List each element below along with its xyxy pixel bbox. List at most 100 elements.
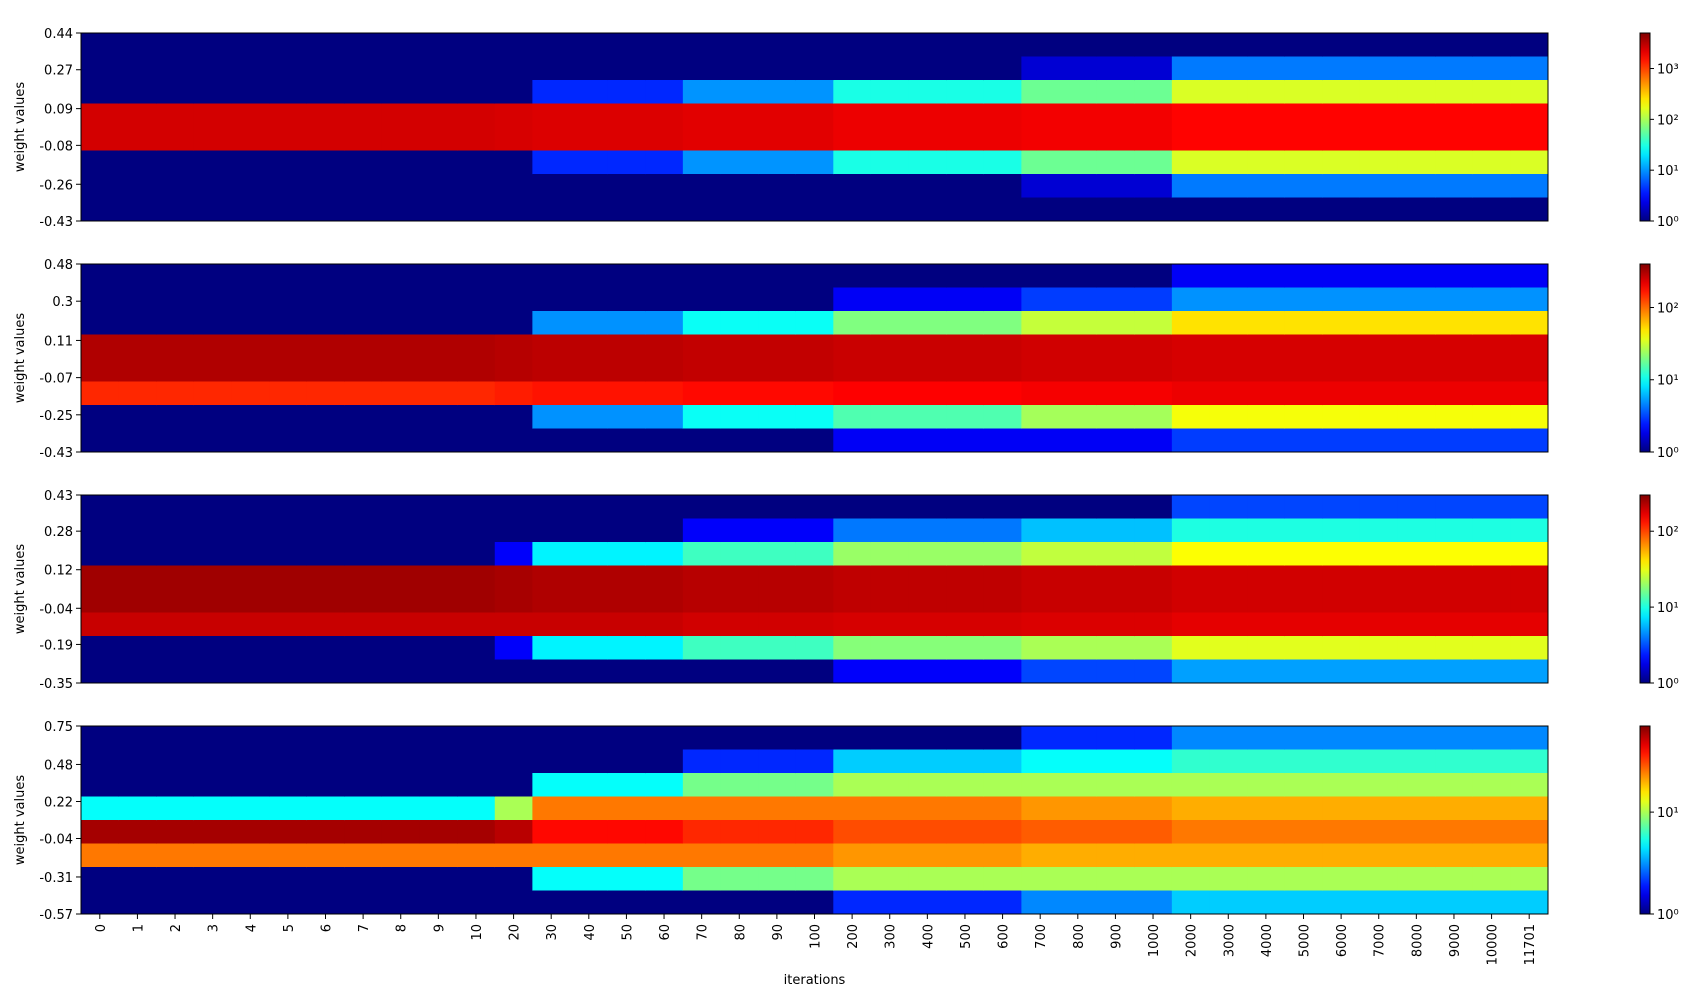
heat-cell — [908, 127, 947, 151]
y-tick-label: 0.75 — [44, 720, 73, 735]
heat-cell — [1059, 405, 1098, 429]
heat-cell — [118, 612, 157, 637]
heat-cell — [306, 749, 345, 774]
heat-cell — [1021, 890, 1060, 915]
y-tick-label: 0.48 — [44, 758, 73, 773]
heat-cell — [1435, 264, 1474, 288]
y-tick-label: -0.35 — [39, 677, 73, 692]
heat-cell — [269, 428, 308, 453]
heat-cell — [1359, 103, 1399, 128]
heat-cell — [1021, 773, 1060, 797]
heat-cell — [156, 127, 195, 151]
heat-cell — [306, 428, 345, 453]
heat-cell — [1059, 565, 1098, 590]
heat-cell — [1134, 890, 1173, 915]
heat-cell — [118, 495, 157, 519]
heat-cell — [457, 636, 496, 660]
heat-cell — [1247, 890, 1286, 915]
heat-cell — [1171, 867, 1210, 891]
heat-cell — [1397, 334, 1436, 359]
heat-cell — [269, 843, 308, 868]
heat-cell — [1059, 150, 1098, 175]
heat-cell — [983, 867, 1022, 891]
heat-cell — [1359, 428, 1399, 453]
heat-cell — [1322, 773, 1361, 797]
heat-cell — [532, 749, 571, 774]
heat-cell — [231, 749, 270, 774]
heat-cell — [156, 820, 195, 844]
heat-cell — [231, 726, 270, 750]
heat-cell — [457, 103, 496, 128]
heat-cell — [457, 773, 496, 797]
heat-cell — [795, 103, 834, 128]
x-tick-label: 6 — [320, 924, 335, 932]
heat-cell — [381, 542, 421, 566]
heat-cell — [1359, 518, 1399, 543]
heat-cell — [1171, 659, 1210, 684]
heat-cell — [419, 890, 458, 915]
heat-cell — [457, 843, 496, 868]
heat-cell — [193, 428, 232, 453]
heat-cell — [532, 80, 571, 104]
heat-cell — [81, 127, 120, 151]
heat-cell — [1171, 773, 1210, 797]
heat-cell — [833, 80, 872, 104]
heat-cell — [645, 726, 684, 750]
heat-cell — [118, 127, 157, 151]
heat-cell — [1359, 726, 1399, 750]
heat-cell — [1284, 56, 1323, 81]
heat-cell — [870, 749, 910, 774]
heat-cell — [607, 405, 646, 429]
heat-cell — [758, 636, 797, 660]
heat-cell — [193, 197, 232, 222]
heat-cell — [1397, 726, 1436, 750]
heat-cell — [1510, 174, 1549, 198]
heat-cell — [1472, 726, 1511, 750]
heat-cell — [1134, 495, 1173, 519]
heat-cell — [946, 773, 985, 797]
heat-cell — [720, 843, 759, 868]
heat-cell — [983, 127, 1022, 151]
heat-cell — [1209, 334, 1248, 359]
heat-cell — [1096, 726, 1135, 750]
heat-cell — [570, 150, 609, 175]
heat-cell — [870, 495, 910, 519]
heat-cell — [983, 796, 1022, 821]
heat-cell — [1209, 612, 1248, 637]
heat-cell — [758, 80, 797, 104]
heat-cell — [1322, 127, 1361, 151]
heat-cell — [1134, 612, 1173, 637]
heat-cell — [1134, 33, 1173, 57]
heat-cell — [833, 428, 872, 453]
heat-cell — [532, 381, 571, 406]
heat-cell — [1247, 127, 1286, 151]
heat-cell — [1322, 103, 1361, 128]
heat-cell — [1209, 565, 1248, 590]
heat-cell — [81, 565, 120, 590]
heat-cell — [645, 565, 684, 590]
heat-cell — [682, 867, 721, 891]
heat-cell — [419, 495, 458, 519]
heat-cell — [870, 773, 910, 797]
heat-cell — [1322, 150, 1361, 175]
heat-cell — [983, 287, 1022, 312]
heat-cell — [118, 358, 157, 382]
heat-cell — [1059, 542, 1098, 566]
heat-cell — [118, 659, 157, 684]
heat-cell — [1021, 358, 1060, 382]
heat-cell — [419, 174, 458, 198]
heat-cell — [532, 428, 571, 453]
heat-cell — [1510, 890, 1549, 915]
heat-cell — [1134, 334, 1173, 359]
heat-cell — [570, 334, 609, 359]
heat-cell — [1171, 589, 1210, 613]
heat-cell — [1171, 150, 1210, 175]
heat-cell — [231, 127, 270, 151]
heat-cell — [269, 174, 308, 198]
heat-cell — [1510, 127, 1549, 151]
heat-cell — [1284, 428, 1323, 453]
heat-cell — [607, 726, 646, 750]
x-tick-label: 2 — [169, 924, 184, 932]
heat-cell — [306, 843, 345, 868]
heat-cell — [1435, 150, 1474, 175]
